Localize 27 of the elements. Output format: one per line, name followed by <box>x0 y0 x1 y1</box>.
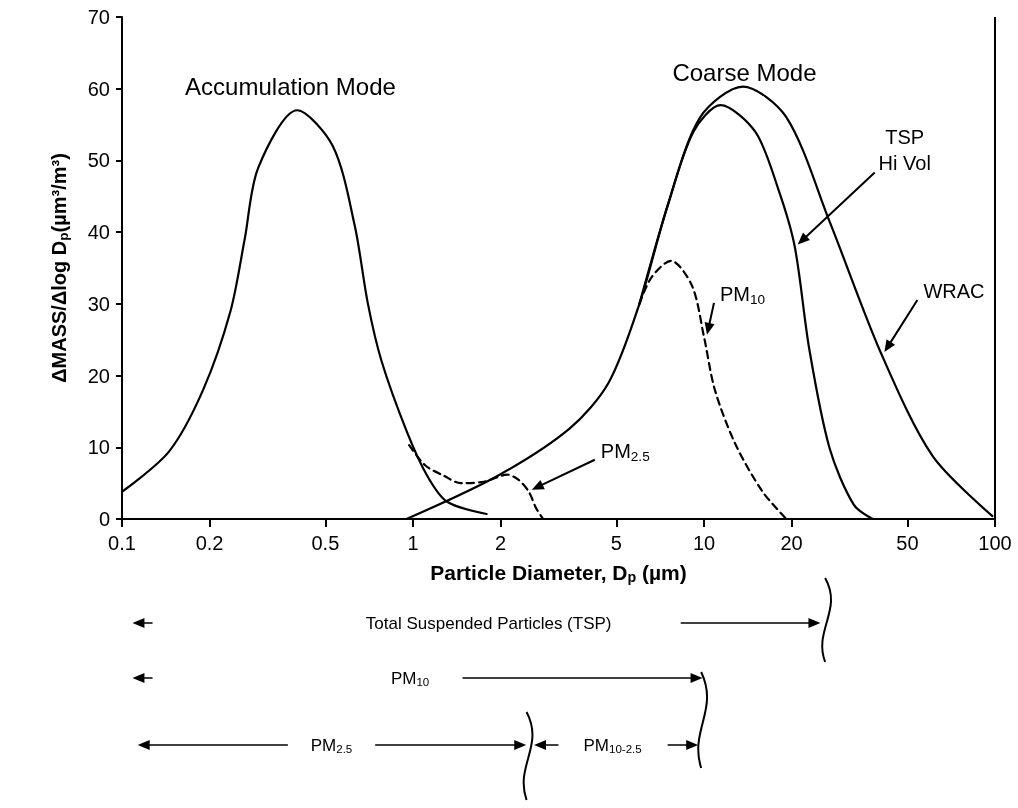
x-tick-label: 50 <box>896 532 919 554</box>
y-axis-title: ΔMASS/Δlog Dp(µm³/m³) <box>47 153 71 383</box>
y-tick-label: 0 <box>98 508 110 530</box>
y-tick-label: 20 <box>87 364 110 387</box>
text: Total Suspended Particles (TSP) <box>365 613 612 633</box>
y-tick-label: 70 <box>87 6 110 28</box>
text: PM10-2.5 <box>583 735 642 755</box>
text: PM2.5 <box>310 735 353 755</box>
x-tick-label: 1 <box>407 532 419 554</box>
x-tick-label: 5 <box>610 532 622 554</box>
x-tick-label: 0.5 <box>311 532 340 554</box>
y-tick-label: 50 <box>87 149 110 172</box>
x-tick-label: 0.2 <box>195 532 224 554</box>
annotation: Accumulation Mode <box>185 72 396 100</box>
annotation: Coarse Mode <box>672 58 817 86</box>
x-tick-label: 0.1 <box>108 532 136 554</box>
y-tick-label: 30 <box>87 292 110 315</box>
x-tick-label: 10 <box>692 532 716 554</box>
x-tick-label: 2 <box>495 532 507 554</box>
y-tick-label: 10 <box>87 436 110 459</box>
text: TSP Hi Vol <box>878 126 931 175</box>
x-tick-label: 100 <box>978 532 1012 554</box>
x-tick-label: 20 <box>780 532 803 554</box>
text: PM10 <box>390 668 430 688</box>
y-tick-label: 60 <box>87 77 110 100</box>
y-tick-label: 40 <box>87 221 110 244</box>
text: WRAC <box>923 280 985 303</box>
